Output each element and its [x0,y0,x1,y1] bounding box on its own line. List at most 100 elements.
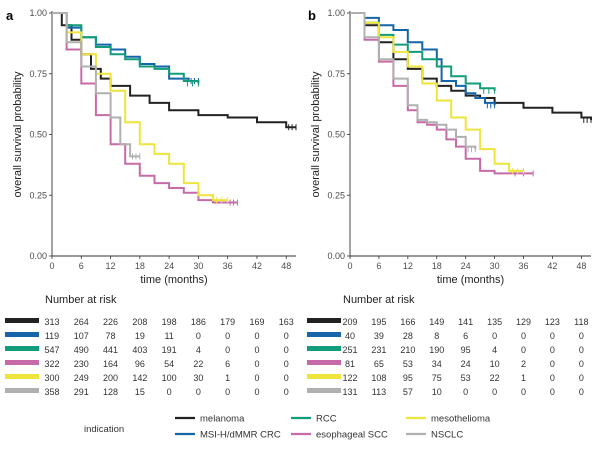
x-tick-label: 24 [461,261,471,271]
risk-count: 123 [545,317,560,327]
x-axis-title: time (months) [140,274,207,286]
risk-count: 128 [103,387,118,397]
risk-count: 0 [550,359,555,369]
risk-count: 179 [220,317,235,327]
km-curve-melanoma [52,12,296,129]
risk-count: 231 [371,345,386,355]
risk-count: 8 [434,331,439,341]
risk-count: 57 [403,387,413,397]
risk-count: 0 [521,387,526,397]
risk-count: 4 [196,345,201,355]
x-tick-label: 6 [79,261,84,271]
risk-count: 0 [254,387,259,397]
risk-count: 81 [345,359,355,369]
risk-count: 0 [284,331,289,341]
legend-label-msi-h-dmmr-crc: MSI-H/dMMR CRC [200,430,281,441]
risk-row-swatch-mesothelioma [307,374,341,379]
legend-label-nsclc: NSCLC [431,430,463,441]
risk-count: 169 [249,317,264,327]
x-tick-label: 6 [376,261,381,271]
x-tick-label: 18 [135,261,145,271]
risk-row-swatch-melanoma [307,318,341,323]
km-curve-mesothelioma [350,12,524,172]
legend-label-rcc: RCC [316,414,337,425]
risk-count: 0 [284,345,289,355]
km-curve-rcc [52,12,200,84]
risk-count: 54 [164,359,174,369]
risk-count: 10 [432,387,442,397]
risk-table-title: Number at risk [343,294,415,306]
risk-count: 30 [193,373,203,383]
risk-count: 10 [490,359,500,369]
risk-count: 2 [521,359,526,369]
risk-count: 190 [429,345,444,355]
risk-row-swatch-nsclc [5,388,39,393]
risk-count: 19 [135,331,145,341]
risk-count: 0 [167,387,172,397]
risk-count: 300 [44,373,59,383]
risk-row-swatch-rcc [5,346,39,351]
risk-table-title: Number at risk [45,294,117,306]
x-tick-label: 12 [403,261,413,271]
risk-count: 113 [372,387,386,397]
x-tick-label: 0 [49,261,54,271]
risk-count: 95 [403,373,413,383]
y-tick-label: 0.00 [29,251,47,261]
risk-count: 195 [371,317,386,327]
risk-count: 200 [103,373,118,383]
risk-count: 0 [579,387,584,397]
risk-count: 53 [461,373,471,383]
y-tick-label: 0.75 [327,69,345,79]
risk-count: 0 [579,345,584,355]
x-tick-label: 42 [547,261,557,271]
risk-count: 209 [342,317,357,327]
risk-count: 547 [44,345,59,355]
risk-count: 0 [254,345,259,355]
risk-count: 403 [132,345,147,355]
y-tick-label: 1.00 [327,8,345,18]
legend: indication melanoma MSI-H/dMMR CRC RCC esoph… [84,414,491,441]
km-curve-nsclc [52,12,140,158]
risk-count: 95 [461,345,471,355]
risk-count: 131 [342,387,357,397]
risk-count: 226 [103,317,118,327]
y-axis-title: overall survival probability [310,71,322,197]
risk-row-swatch-esophageal-scc [5,360,39,365]
x-tick-label: 24 [164,261,174,271]
risk-count: 163 [279,317,294,327]
risk-count: 0 [492,331,497,341]
risk-count: 100 [162,373,177,383]
risk-count: 4 [492,345,497,355]
risk-count: 291 [74,387,89,397]
risk-row-swatch-melanoma [5,318,39,323]
risk-row-swatch-rcc [307,346,341,351]
panel-b: b 0.00 0.25 0.50 0.75 1.00 0 6 12 18 24 30 36 42 48 tim… [308,8,592,286]
risk-count: 0 [196,387,201,397]
x-tick-label: 30 [490,261,500,271]
risk-count: 0 [284,359,289,369]
x-tick-label: 36 [519,261,529,271]
legend-title: indication [84,424,124,435]
risk-count: 191 [162,345,177,355]
risk-count: 118 [574,317,588,327]
risk-count: 358 [44,387,59,397]
km-curve-nsclc [350,12,477,150]
risk-count: 108 [371,373,386,383]
risk-count: 0 [225,387,230,397]
risk-count: 1 [521,373,526,383]
risk-count: 0 [521,331,526,341]
risk-count: 65 [374,359,384,369]
y-tick-label: 0.50 [29,130,47,140]
risk-count: 0 [284,373,289,383]
risk-count: 186 [191,317,206,327]
risk-row-swatch-nsclc [307,388,341,393]
risk-row-swatch-mesothelioma [5,374,39,379]
legend-label-melanoma: melanoma [200,414,245,425]
risk-count: 0 [550,345,555,355]
risk-count: 22 [193,359,203,369]
risk-count: 96 [135,359,145,369]
risk-count: 441 [103,345,118,355]
panel-letter: a [6,8,14,23]
